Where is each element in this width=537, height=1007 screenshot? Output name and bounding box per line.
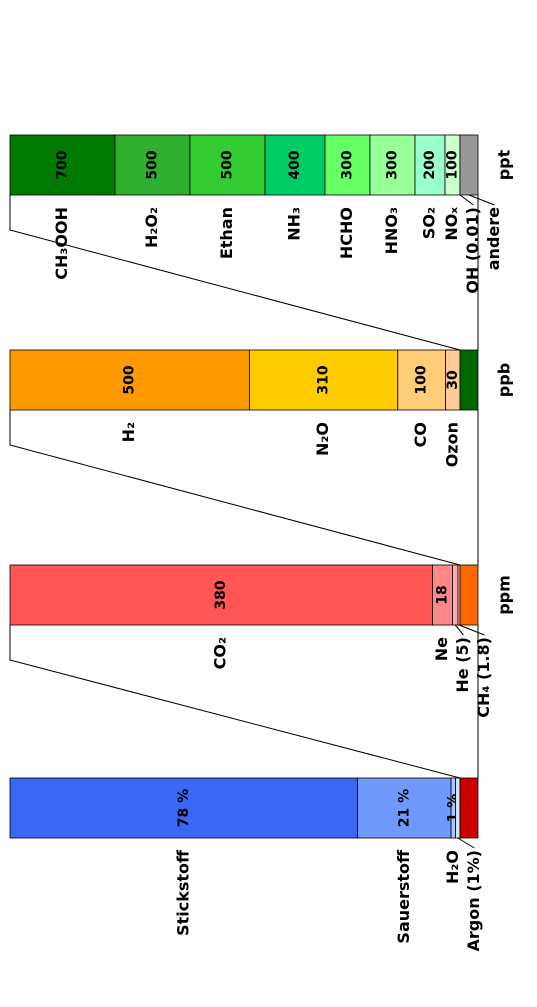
segment-name-label: Stickstoff [173, 849, 192, 936]
segment-name-label: NH₃ [284, 207, 303, 241]
segment-name-label: CO [411, 422, 430, 447]
rest-segment [459, 134, 479, 196]
segment-value-label: 100 [444, 150, 460, 179]
rest-segment [459, 777, 479, 839]
segment-value-label: 30 [445, 370, 461, 390]
segment-name-label: CH₃OOH [52, 207, 71, 280]
segment-value-label: 21 % [396, 789, 412, 827]
segment-name-label: CO₂ [211, 637, 230, 669]
rest-segment [459, 564, 479, 626]
plot-area: 78 % 21 % 1 %Stickstoff Sauerstoff H₂O Argon … [9, 134, 514, 951]
segment-name-label: H₂ [119, 422, 138, 442]
leader-line [457, 837, 475, 849]
segment-name-label: Argon (1%) [464, 850, 483, 951]
segment-value-label: 700 [54, 150, 70, 179]
segment-name-label: HNO₃ [382, 207, 401, 254]
unit-label: ppb [495, 363, 514, 397]
segment-value-label: 100 [414, 365, 430, 394]
rest-segment [459, 349, 479, 411]
zoom-connector [9, 410, 461, 566]
zoom-connector [9, 625, 461, 779]
segment-name-label: HCHO [337, 207, 356, 259]
segment-name-label: Ethan [217, 207, 236, 259]
segment-name-label: N₂O [313, 422, 332, 456]
bar-segment [452, 564, 459, 626]
segment-value-label: 18 [434, 585, 450, 604]
segment-name-label: OH (0.01) [463, 207, 482, 294]
segment-name-label: SO₂ [419, 207, 438, 239]
segment-value-label: 380 [213, 580, 229, 609]
segment-name-label: CH₄ (1.8) [474, 637, 493, 718]
segment-name-label: NOₓ [442, 207, 461, 241]
leader-line [458, 624, 485, 636]
leader-line [468, 194, 495, 206]
segment-value-label: 500 [219, 150, 235, 179]
segment-value-label: 500 [122, 365, 138, 394]
unit-label: ppm [495, 575, 514, 615]
unit-label: ppt [495, 149, 514, 180]
segment-name-label: Ne [432, 637, 451, 661]
segment-value-label: 300 [384, 150, 400, 179]
segment-value-label: 400 [287, 150, 303, 179]
zoom-connector [9, 195, 461, 351]
segment-name-label: H₂O₂ [142, 207, 161, 248]
bar-segment [455, 777, 461, 839]
segment-value-label: 300 [339, 150, 355, 179]
leader-line [454, 624, 464, 636]
segment-value-label: 200 [422, 150, 438, 179]
segment-name-label: H₂O [443, 850, 462, 884]
leader-line [459, 194, 474, 206]
segment-name-label: Ozon [442, 422, 461, 467]
segment-name-label: andere [484, 207, 503, 270]
segment-name-label: He (5) [453, 637, 472, 693]
segment-value-label: 500 [144, 150, 160, 179]
segment-name-label: Sauerstoff [394, 849, 413, 944]
segment-value-label: 78 % [176, 789, 192, 827]
segment-value-label: 310 [316, 365, 332, 394]
